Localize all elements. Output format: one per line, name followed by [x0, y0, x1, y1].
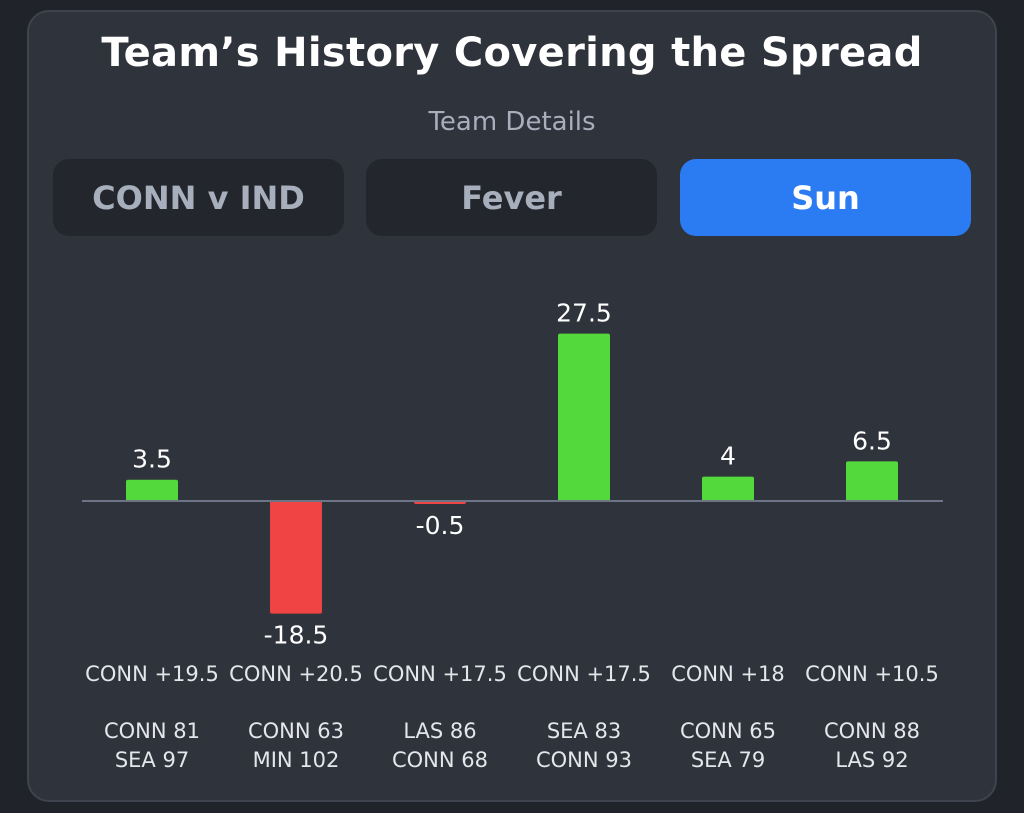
bar — [846, 461, 898, 501]
chart-title: Team’s History Covering the Spread — [101, 30, 923, 76]
category-label: CONN +19.5 — [85, 662, 219, 686]
bar-value-label: 3.5 — [132, 445, 172, 474]
score-line: CONN 93 — [536, 748, 632, 772]
category-label: CONN +20.5 — [229, 662, 363, 686]
category-label: CONN +17.5 — [373, 662, 507, 686]
tab-sun[interactable]: Sun — [680, 159, 971, 236]
score-line: CONN 68 — [392, 748, 488, 772]
bar — [270, 501, 322, 614]
bar-value-label: 4 — [720, 442, 736, 471]
score-line: LAS 86 — [403, 719, 476, 743]
score-line: MIN 102 — [253, 748, 340, 772]
score-line: SEA 97 — [115, 748, 189, 772]
bar-value-label: 6.5 — [852, 426, 892, 455]
bar — [126, 479, 178, 501]
score-line: LAS 92 — [835, 748, 908, 772]
category-label: CONN +10.5 — [805, 662, 939, 686]
score-line: SEA 83 — [547, 719, 621, 743]
score-line: SEA 79 — [691, 748, 765, 772]
tab-fever[interactable]: Fever — [366, 159, 657, 236]
bar — [558, 333, 610, 501]
bar-value-label: -18.5 — [264, 621, 329, 650]
tab-matchup[interactable]: CONN v IND — [53, 159, 344, 236]
category-label: CONN +17.5 — [517, 662, 651, 686]
chart-subtitle: Team Details — [428, 107, 596, 137]
score-line: CONN 65 — [680, 719, 776, 743]
score-line: CONN 88 — [824, 719, 920, 743]
category-label: CONN +18 — [671, 662, 785, 686]
score-line: CONN 81 — [104, 719, 200, 743]
chart-card — [27, 10, 997, 802]
bar — [702, 476, 754, 501]
bar-value-label: -0.5 — [416, 511, 465, 540]
bar-value-label: 27.5 — [556, 299, 612, 328]
score-line: CONN 63 — [248, 719, 344, 743]
